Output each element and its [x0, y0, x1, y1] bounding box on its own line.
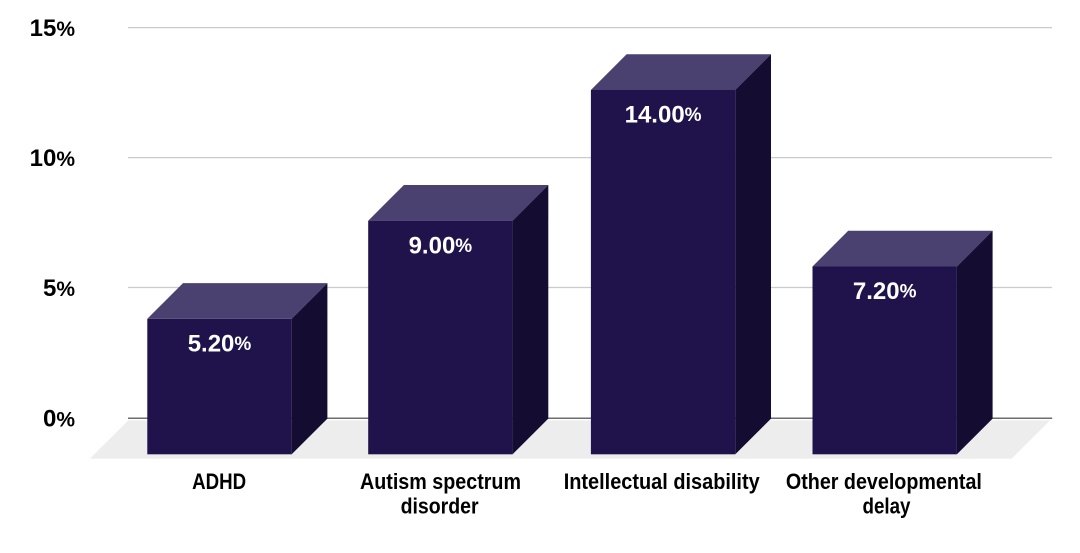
svg-text:5.20%: 5.20% [188, 331, 252, 358]
svg-text:10%: 10% [30, 145, 76, 172]
svg-text:5%: 5% [43, 275, 75, 302]
svg-text:7.20%: 7.20% [853, 278, 917, 305]
svg-text:9.00%: 9.00% [409, 232, 473, 259]
svg-text:delay: delay [863, 494, 912, 519]
svg-text:Other developmental: Other developmental [786, 469, 982, 494]
svg-text:ADHD: ADHD [192, 469, 246, 494]
svg-text:14.00%: 14.00% [625, 102, 702, 129]
svg-text:disorder: disorder [401, 494, 479, 519]
svg-text:0%: 0% [43, 405, 75, 432]
svg-text:Intellectual disability: Intellectual disability [564, 469, 761, 494]
svg-text:Autism spectrum: Autism spectrum [360, 469, 521, 494]
svg-text:15%: 15% [30, 15, 76, 42]
